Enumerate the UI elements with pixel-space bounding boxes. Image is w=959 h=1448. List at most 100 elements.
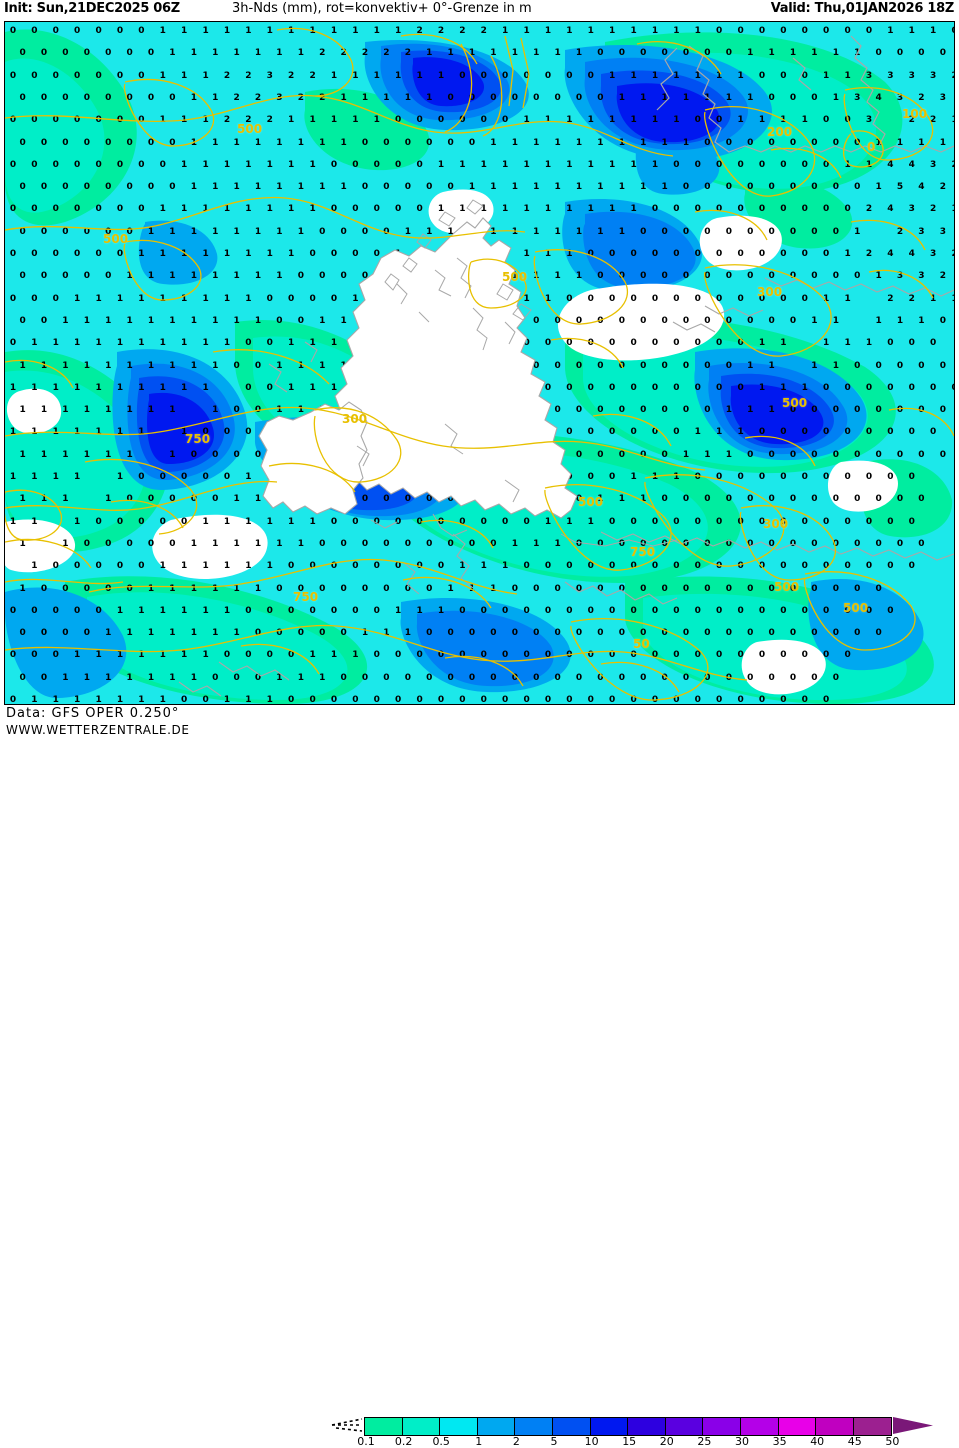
legend-color-swatch [552,1418,591,1435]
precip-value-cell: 0 [95,516,102,527]
precip-value-cell: 0 [640,315,647,326]
precip-value-cell: 0 [801,516,808,527]
precip-value-cell: 1 [245,293,252,304]
precip-value-cell: 1 [116,695,124,705]
precip-value-cell: 1 [544,516,552,527]
precip-value-cell: 0 [533,360,540,371]
precip-value-cell: 0 [138,561,145,572]
precip-value-cell: 1 [523,115,530,126]
color-scale-legend[interactable]: 0.1 0.2 0.5 1 2 5 10 15 20 25 30 35 40 45 50 [330,1415,955,1448]
precip-value-cell: 1 [330,382,338,393]
precip-value-cell: 1 [832,315,839,326]
precip-value-cell: 0 [630,382,637,393]
precip-value-cell: 0 [533,672,540,683]
precip-value-cell: 4 [887,204,894,215]
precip-value-cell: 1 [223,293,231,304]
map-canvas-frame[interactable]: 0 0 0 0 0 0 0 1 1 1 1 1 1 1 1 1 1 1 1 2 2 2 2 1 1 1 1 1 1 1 1 1 1 0 0 0 0 0 0 0… [4,21,955,705]
precip-value-cell: 0 [811,226,818,237]
precip-value-cell: 0 [640,583,647,594]
precip-value-cell: 1 [116,472,124,482]
precip-value-cell: 2 [266,115,273,126]
precipitation-field[interactable]: 0 0 0 0 0 0 0 1 1 1 1 1 1 1 1 1 1 1 1 2 2 2 2 1 1 1 1 1 1 1 1 1 1 0 0 0 0 0 0 0… [5,22,954,704]
precip-value-cell: 0 [212,494,219,505]
coastlines-layer [178,35,954,697]
precip-value-cell: 0 [62,271,69,282]
precip-value-cell: 2 [896,226,904,237]
precip-value-cell: 0 [640,405,647,416]
precip-value-cell: 0 [651,382,659,393]
precip-value-cell: 1 [159,561,166,572]
precip-value-cell: 0 [587,605,594,616]
precip-value-cell: 0 [694,472,701,482]
precip-value-cell: 0 [716,293,723,304]
precip-value-cell: 3 [908,70,915,81]
precip-value-cell: 0 [116,561,124,572]
precip-value-cell: 1 [9,382,17,393]
precip-value-cell: 1 [105,315,112,326]
precip-value-cell: 2 [939,271,946,282]
contour-label: 500 [774,580,800,594]
precip-value-cell: 1 [254,494,262,505]
precip-value-cell: 0 [789,628,797,639]
precip-value-cell: 0 [694,382,701,393]
precip-value-cell: 0 [309,249,316,259]
precip-value-cell: 0 [768,628,775,639]
precip-value-cell: 1 [52,472,59,482]
precip-value-cell: 0 [704,672,711,683]
contour-label: 300 [757,285,783,299]
precip-value-cell: 0 [725,315,732,326]
precip-value-cell: 1 [511,182,518,193]
precip-value-cell: 1 [181,605,188,616]
precip-value-cell: 0 [587,382,594,393]
precip-value-cell: 1 [373,70,380,81]
precip-value-cell: 1 [159,650,166,661]
precip-value-cell: 0 [40,315,48,326]
precip-value-cell: 1 [159,249,166,259]
precip-value-cell: 0 [716,204,723,215]
precip-value-cell: 1 [673,472,680,482]
precip-value-cell: 0 [447,628,454,639]
precip-value-cell: 0 [618,538,625,549]
precip-value-cell: 1 [630,204,637,215]
precip-value-cell: 0 [673,249,680,259]
precip-value-cell: 0 [566,427,573,438]
precip-value-cell: 1 [288,338,295,349]
precip-value-cell: 1 [426,48,433,59]
precip-value-cell: 3 [930,159,937,170]
precip-value-cell: 0 [288,650,295,661]
precip-value-cell: 2 [930,115,937,126]
precip-value-cell: 1 [159,293,166,304]
precip-value-cell: 0 [801,249,808,259]
precip-value-cell: 1 [554,538,561,549]
legend-tick: 50 [885,1435,900,1448]
precip-value-cell: 0 [908,338,915,349]
precip-value-cell: 0 [459,605,466,616]
precip-value-cell: 1 [673,26,680,36]
precip-value-cell: 0 [352,605,359,616]
precip-value-cell: 0 [126,137,133,148]
precip-value-cell: 0 [437,561,445,572]
precip-value-cell: 1 [950,205,954,214]
precip-value-cell: 0 [768,182,775,193]
precip-value-cell: 0 [694,695,701,705]
legend-color-bar[interactable] [364,1417,893,1436]
precip-value-cell: 0 [533,92,540,103]
precip-value-cell: 0 [682,672,690,683]
legend-tick: 0.5 [432,1435,450,1448]
precip-value-cell: 0 [502,115,509,126]
precip-value-cell: 1 [233,271,240,282]
precip-value-cell: 1 [544,204,552,215]
precip-value-cell: 1 [768,48,775,59]
precip-value-cell: 1 [737,115,744,126]
precip-value-cell: 1 [202,605,209,616]
precip-value-cell: 1 [523,159,530,170]
precip-value-cell: 0 [896,360,904,371]
precip-value-cell: 0 [361,494,369,505]
precip-value-cell: 0 [768,672,775,683]
precip-value-cell: 1 [212,405,219,416]
precip-value-cell: 0 [31,204,38,215]
precip-value-cell: 0 [630,561,637,572]
precip-value-cell: 0 [823,695,830,705]
precip-value-cell: 0 [908,382,915,393]
precip-value-cell: 1 [597,494,604,505]
